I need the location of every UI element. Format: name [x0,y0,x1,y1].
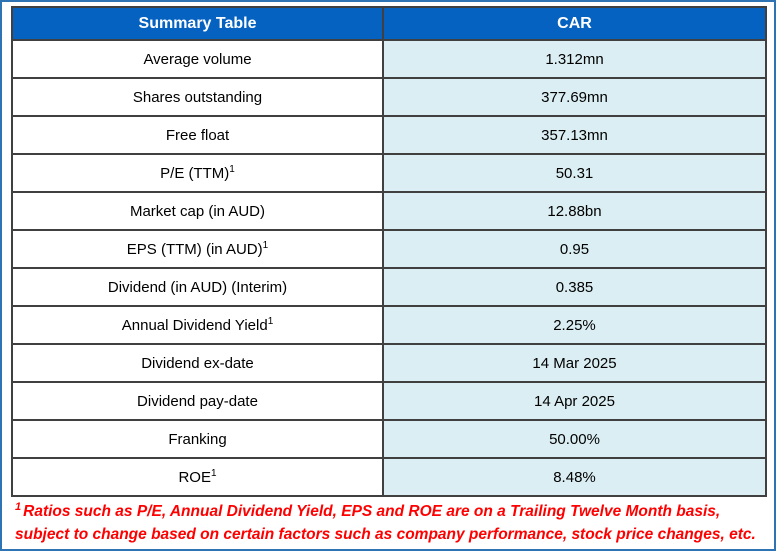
table-row: Dividend ex-date 14 Mar 2025 [11,343,767,383]
metric-value-cell: 14 Mar 2025 [382,343,767,383]
table-row: Annual Dividend Yield1 2.25% [11,305,767,345]
metric-label-cell: Market cap (in AUD) [11,191,384,231]
metric-label-cell: EPS (TTM) (in AUD)1 [11,229,384,269]
footnote: 1 Ratios such as P/E, Annual Dividend Yie… [11,499,765,547]
metric-value-cell: 1.312mn [382,39,767,79]
header-cell-car: CAR [382,6,767,41]
metric-label-cell: Average volume [11,39,384,79]
footnote-text: Ratios such as P/E, Annual Dividend Yiel… [15,503,756,543]
metric-label-cell: Dividend ex-date [11,343,384,383]
footnote-marker: 1 [210,467,217,479]
footnote-marker: 1 [229,163,235,175]
metric-label: Dividend (in AUD) (Interim) [107,278,288,296]
metric-value: 0.95 [559,240,590,258]
table-row: Dividend pay-date 14 Apr 2025 [11,381,767,421]
metric-value: 357.13mn [541,126,608,144]
metric-value: 8.48% [553,468,596,486]
footnote-marker: 1 [267,315,274,327]
table-row: Dividend (in AUD) (Interim) 0.385 [11,267,767,307]
metric-value: 14 Mar 2025 [532,354,617,372]
metric-value-cell: 50.00% [382,419,767,459]
metric-label-cell: Free float [11,115,384,155]
metric-label-cell: Dividend pay-date [11,381,384,421]
summary-table-body: Average volume 1.312mn Shares outstandin… [11,39,767,497]
metric-value: 12.88bn [547,202,602,220]
metric-value-cell: 8.48% [382,457,767,497]
metric-label: Annual Dividend Yield [121,316,268,334]
table-row: ROE1 8.48% [11,457,767,497]
table-row: P/E (TTM)1 50.31 [11,153,767,193]
table-row: Average volume 1.312mn [11,39,767,79]
metric-label-cell: Annual Dividend Yield1 [11,305,384,345]
table-row: Market cap (in AUD) 12.88bn [11,191,767,231]
metric-value: 50.31 [555,164,594,182]
metric-value-cell: 12.88bn [382,191,767,231]
metric-value-cell: 2.25% [382,305,767,345]
table-row: Shares outstanding 377.69mn [11,77,767,117]
metric-label-cell: P/E (TTM)1 [11,153,384,193]
metric-label-cell: Shares outstanding [11,77,384,117]
table-row: Free float 357.13mn [11,115,767,155]
table-header-row: Summary Table CAR [11,6,767,41]
metric-value-cell: 14 Apr 2025 [382,381,767,421]
metric-value: 377.69mn [541,88,608,106]
metric-label-cell: ROE1 [11,457,384,497]
header-cell-summary-table: Summary Table [11,6,384,41]
metric-label: Market cap (in AUD) [129,202,266,220]
metric-value: 1.312mn [545,50,604,68]
summary-table: Summary Table CAR Average volume 1.312mn… [11,6,767,497]
metric-value-cell: 357.13mn [382,115,767,155]
metric-label: Dividend ex-date [141,354,254,372]
metric-label: Free float [165,126,230,144]
metric-value-cell: 0.95 [382,229,767,269]
metric-value: 14 Apr 2025 [534,392,615,410]
metric-value-cell: 377.69mn [382,77,767,117]
footnote-superscript: 1 [15,500,22,513]
metric-value-cell: 50.31 [382,153,767,193]
metric-label: Shares outstanding [132,88,263,106]
metric-label-cell: Dividend (in AUD) (Interim) [11,267,384,307]
metric-value-cell: 0.385 [382,267,767,307]
summary-table-container: Summary Table CAR Average volume 1.312mn… [11,6,767,497]
table-row: Franking 50.00% [11,419,767,459]
table-row: EPS (TTM) (in AUD)1 0.95 [11,229,767,269]
metric-label: P/E (TTM) [160,164,230,182]
metric-value: 2.25% [553,316,596,334]
footnote-marker: 1 [262,239,269,251]
metric-label: EPS (TTM) (in AUD) [126,240,263,258]
metric-label-cell: Franking [11,419,384,459]
metric-label: ROE [178,468,211,486]
metric-label: Dividend pay-date [137,392,258,410]
metric-label: Franking [168,430,227,448]
metric-label: Average volume [143,50,252,68]
metric-value: 0.385 [555,278,594,296]
metric-value: 50.00% [549,430,600,448]
